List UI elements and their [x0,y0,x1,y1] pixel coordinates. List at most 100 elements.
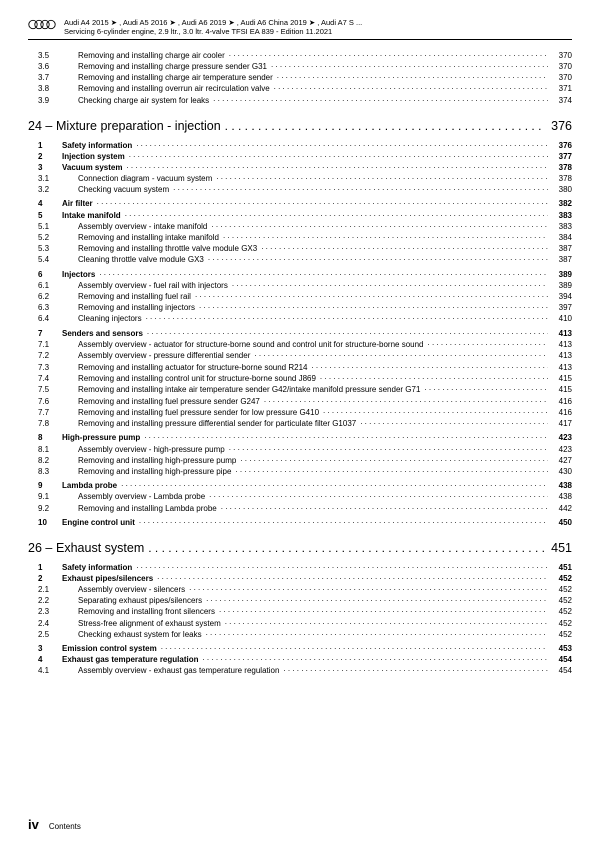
toc-subsection-row: 9.1Assembly overview - Lambda probe438 [28,491,572,501]
toc-page: 389 [548,270,572,279]
toc-page: 417 [548,419,572,428]
toc-chapter-row: 24 –Mixture preparation - injection376 [28,119,572,133]
toc-page: 384 [548,233,572,242]
toc-leader [126,162,548,170]
toc-leader [213,95,548,103]
toc-title: Injection system [62,152,129,161]
toc-leader [235,466,548,474]
toc-title: Exhaust pipes/silencers [62,574,157,583]
toc-section-row: 4Exhaust gas temperature regulation454 [28,654,572,664]
toc-chapter-title: Mixture preparation - injection [56,119,225,133]
toc-num: 7.1 [28,340,78,349]
toc-page: 452 [548,596,572,605]
toc-title: Removing and installing high-pressure pu… [78,456,240,465]
toc-title: Removing and installing fuel pressure se… [78,408,323,417]
toc-num: 7.6 [28,397,78,406]
toc-num: 3.6 [28,62,78,71]
toc-section-row: 6Injectors389 [28,269,572,279]
toc-num: 6.1 [28,281,78,290]
toc-title: Connection diagram - vacuum system [78,174,216,183]
toc-leader [99,269,548,277]
audi-logo-icon [28,19,58,30]
toc-num: 5.4 [28,255,78,264]
toc-subsection-row: 7.7Removing and installing fuel pressure… [28,407,572,417]
toc-leader [229,50,548,58]
toc-subsection-row: 6.2Removing and installing fuel rail394 [28,291,572,301]
toc-subsection-row: 6.3Removing and installing injectors397 [28,302,572,312]
toc-page: 452 [548,630,572,639]
toc-page: 451 [548,563,572,572]
toc-section-row: 5Intake manifold383 [28,210,572,220]
toc-leader [323,407,548,415]
toc-page: 450 [548,518,572,527]
toc-page: 394 [548,292,572,301]
toc-section-row: 4Air filter382 [28,198,572,208]
toc-num: 10 [28,518,62,527]
toc-page: 427 [548,456,572,465]
toc-title: Assembly overview - silencers [78,585,189,594]
toc-page: 442 [548,504,572,513]
toc-leader [97,198,548,206]
toc-num: 3.5 [28,51,78,60]
toc-title: Injectors [62,270,99,279]
toc-title: Stress-free alignment of exhaust system [78,619,225,628]
toc-leader [225,122,545,130]
toc-title: Removing and installing charge air tempe… [78,73,277,82]
toc-leader [264,396,548,404]
toc-title: Removing and installing intake manifold [78,233,223,242]
toc-num: 1 [28,563,62,572]
toc-page: 454 [548,655,572,664]
toc-title: Assembly overview - high-pressure pump [78,445,229,454]
toc-leader [219,606,548,614]
toc-title: Removing and installing throttle valve m… [78,244,261,253]
table-of-contents: 3.5Removing and installing charge air co… [28,50,572,676]
toc-section-row: 8High-pressure pump423 [28,432,572,442]
toc-title: Checking exhaust system for leaks [78,630,206,639]
toc-subsection-row: 4.1Assembly overview - exhaust gas tempe… [28,665,572,675]
toc-page: 410 [548,314,572,323]
toc-num: 8.1 [28,445,78,454]
toc-page: 452 [548,607,572,616]
toc-leader [147,328,548,336]
toc-title: Removing and installing pressure differe… [78,419,360,428]
toc-section-row: 9Lambda probe438 [28,480,572,490]
toc-leader [283,665,548,673]
toc-subsection-row: 3.5Removing and installing charge air co… [28,50,572,60]
toc-num: 3 [28,163,62,172]
toc-leader [229,444,548,452]
toc-leader [225,618,548,626]
toc-subsection-row: 6.4Cleaning injectors410 [28,313,572,323]
toc-title: Removing and installing overrun air reci… [78,84,274,93]
toc-title: Assembly overview - pressure differentia… [78,351,254,360]
toc-num: 7.2 [28,351,78,360]
toc-leader [261,243,548,251]
toc-section-row: 1Safety information376 [28,140,572,150]
toc-title: Removing and installing intake air tempe… [78,385,424,395]
toc-leader [206,595,548,603]
toc-num: 5.3 [28,244,78,253]
toc-title: High-pressure pump [62,433,144,442]
toc-num: 6.4 [28,314,78,323]
toc-chapter-page: 376 [545,119,572,133]
toc-title: Removing and installing actuator for str… [78,363,311,372]
toc-subsection-row: 8.1Assembly overview - high-pressure pum… [28,444,572,454]
toc-subsection-row: 7.6Removing and installing fuel pressure… [28,396,572,406]
page-header: Audi A4 2015 ➤ , Audi A5 2016 ➤ , Audi A… [28,18,572,40]
toc-title: Removing and installing fuel pressure se… [78,397,264,406]
toc-subsection-row: 7.2Assembly overview - pressure differen… [28,350,572,360]
toc-num: 6.3 [28,303,78,312]
toc-title: Lambda probe [62,481,121,490]
toc-section-row: 1Safety information451 [28,562,572,572]
page-footer: iv Contents [28,817,81,832]
toc-leader [320,373,548,381]
toc-title: Cleaning throttle valve module GX3 [78,255,208,264]
toc-chapter-row: 26 –Exhaust system451 [28,541,572,555]
toc-num: 7 [28,329,62,338]
toc-title: Checking vacuum system [78,185,173,194]
toc-leader [129,151,548,159]
toc-page: 413 [548,351,572,360]
toc-num: 7.3 [28,363,78,372]
toc-page: 413 [548,329,572,338]
toc-page: 423 [548,445,572,454]
toc-title: Exhaust gas temperature regulation [62,655,202,664]
